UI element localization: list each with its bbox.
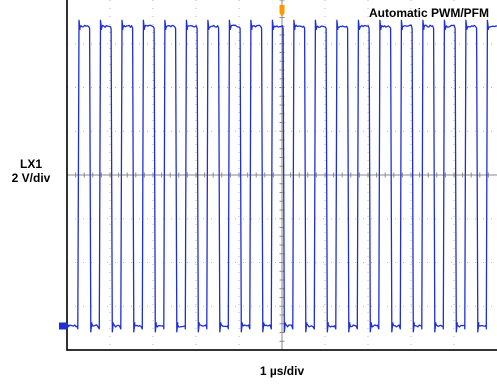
x-axis-label: 1 µs/div xyxy=(259,364,305,378)
trigger-marker-icon xyxy=(279,5,285,17)
channel-label: LX1 xyxy=(19,157,42,171)
vertical-scale-label: 2 V/div xyxy=(11,171,51,185)
plot-frame xyxy=(66,0,497,351)
y-axis-label: LX1 2 V/div xyxy=(0,157,62,185)
center-axes xyxy=(66,0,497,351)
ground-marker-icon xyxy=(59,322,70,330)
mode-annotation: Automatic PWM/PFM xyxy=(369,6,489,20)
lx1-waveform-trace xyxy=(66,19,497,333)
